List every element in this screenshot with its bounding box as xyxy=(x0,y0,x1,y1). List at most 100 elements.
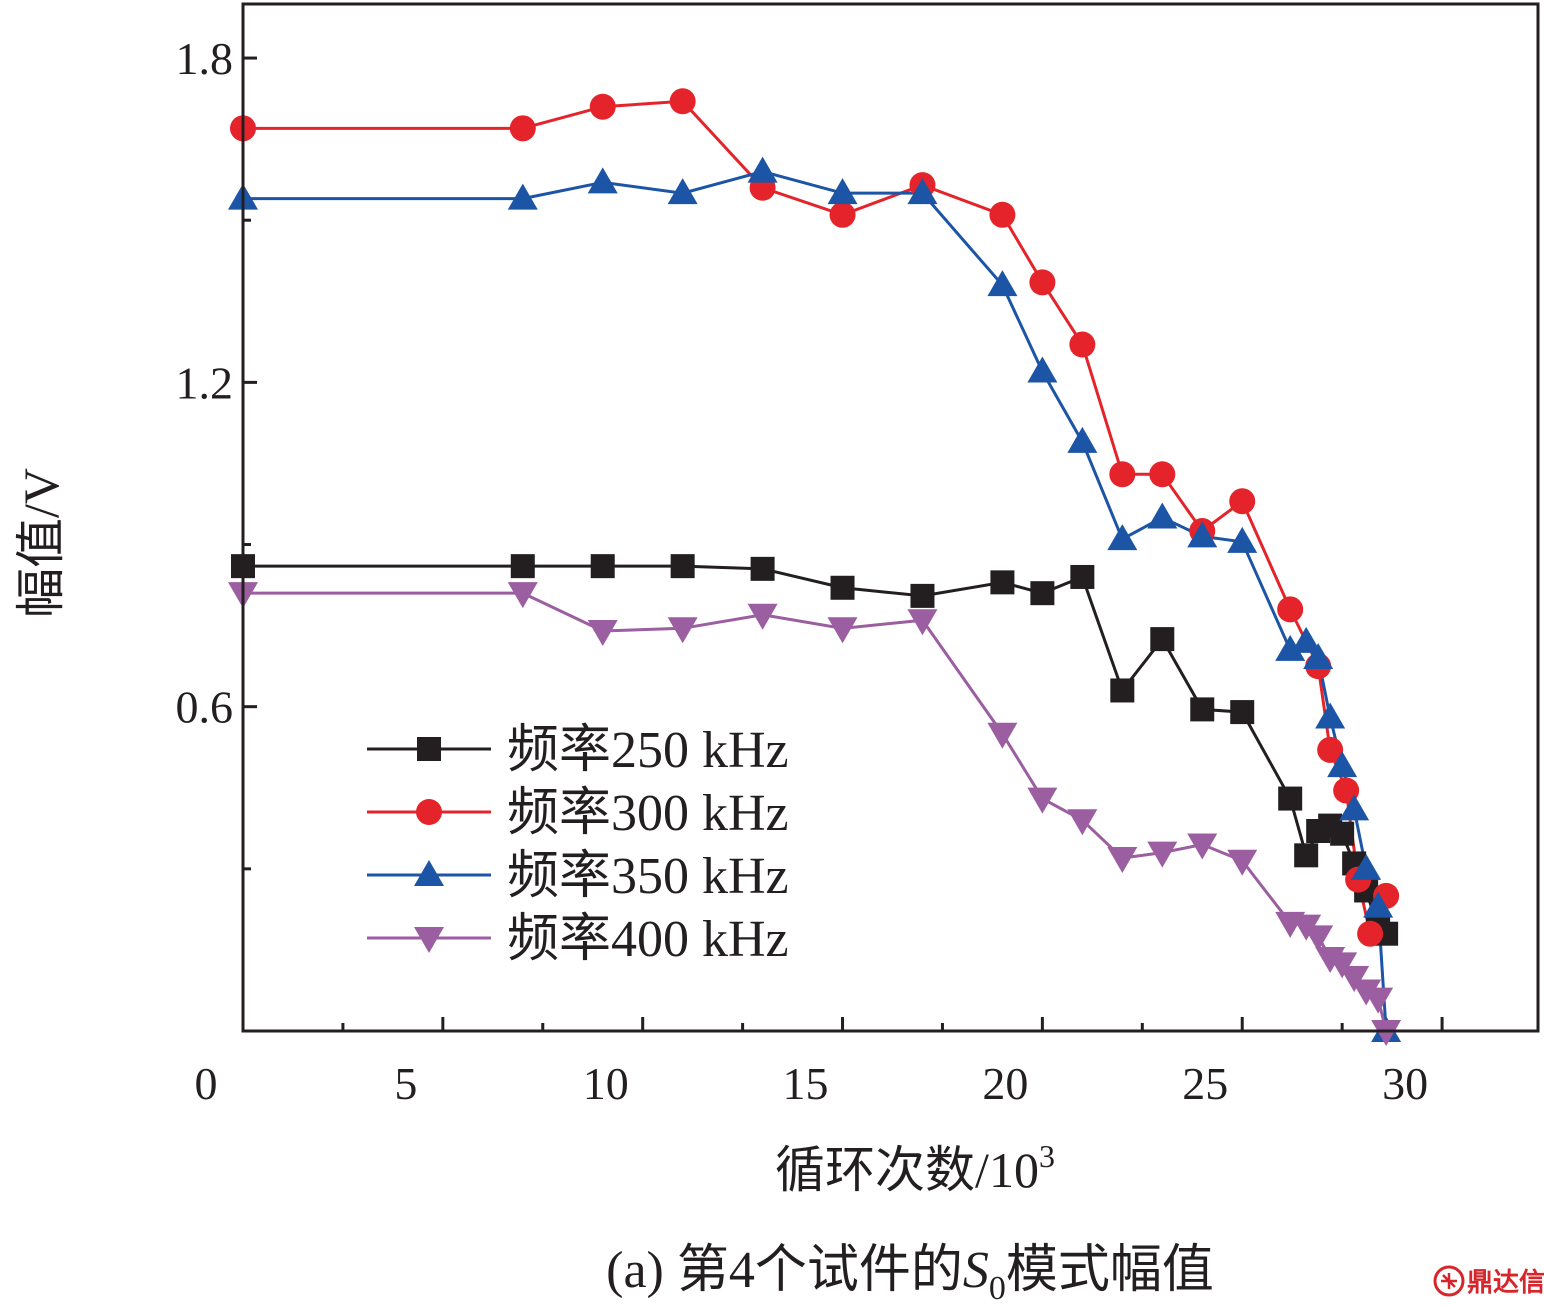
data-point-1 xyxy=(1230,700,1255,725)
data-point-3 xyxy=(1147,502,1178,529)
data-point-1 xyxy=(510,554,535,579)
series-lines xyxy=(243,99,1388,1032)
data-point-2 xyxy=(1149,461,1176,488)
data-point-4 xyxy=(1303,925,1334,952)
data-point-1 xyxy=(1150,627,1175,652)
data-point-1 xyxy=(670,554,695,579)
data-point-3 xyxy=(1303,643,1334,670)
x-tick-label: 0 xyxy=(195,1058,218,1109)
data-point-3 xyxy=(1227,526,1258,553)
legend-marker xyxy=(417,737,441,761)
x-tick-label: 10 xyxy=(583,1058,629,1109)
legend: 频率250 kHz 频率300 kHz 频率350 kHz 频率400 kHz xyxy=(367,722,789,968)
y-tick-labels: 0.6 1.2 1.8 xyxy=(176,33,234,733)
data-point-3 xyxy=(1327,751,1358,778)
data-point-4 xyxy=(1327,952,1358,979)
data-point-4 xyxy=(1339,965,1370,992)
data-point-2 xyxy=(669,88,696,115)
data-point-1 xyxy=(830,575,855,600)
watermark: 鼎达信 xyxy=(1433,1265,1544,1298)
data-point-4 xyxy=(1227,849,1258,876)
legend-label: 频率300 kHz xyxy=(507,785,789,842)
x-axis-title: 循环次数/103 xyxy=(775,1138,1055,1198)
x-tick-label: 20 xyxy=(982,1058,1028,1109)
data-point-1 xyxy=(910,583,935,608)
data-point-4 xyxy=(747,603,778,630)
x-tick-label: 5 xyxy=(394,1058,417,1109)
data-point-3 xyxy=(747,156,778,183)
data-point-2 xyxy=(509,115,536,142)
data-point-1 xyxy=(1030,581,1055,606)
data-point-4 xyxy=(1363,987,1394,1014)
data-point-2 xyxy=(589,93,616,120)
plot-frame xyxy=(241,2,1540,1033)
x-tick-label: 30 xyxy=(1382,1058,1428,1109)
data-point-2 xyxy=(1109,461,1136,488)
data-point-4 xyxy=(1107,847,1138,874)
data-point-4 xyxy=(507,582,538,609)
data-point-1 xyxy=(990,570,1015,595)
data-point-3 xyxy=(507,183,538,210)
data-point-2 xyxy=(989,201,1016,228)
y-tick-label: 1.2 xyxy=(176,357,234,408)
data-point-1 xyxy=(1190,697,1215,722)
data-point-4 xyxy=(1371,1020,1402,1046)
data-point-4 xyxy=(1067,809,1098,836)
legend-marker xyxy=(414,860,444,886)
data-point-3 xyxy=(907,178,938,205)
legend-label: 频率400 kHz xyxy=(507,911,789,968)
data-point-2 xyxy=(1069,331,1096,358)
seal-icon xyxy=(1433,1265,1465,1297)
data-point-3 xyxy=(1027,356,1058,383)
data-point-2 xyxy=(829,201,856,228)
data-point-4 xyxy=(1147,841,1178,868)
data-point-4 xyxy=(827,617,858,644)
data-point-3 xyxy=(1107,524,1138,551)
y-tick-label: 0.6 xyxy=(176,682,234,733)
y-tick-label: 1.8 xyxy=(176,33,234,84)
data-point-4 xyxy=(1027,787,1058,814)
data-point-1 xyxy=(750,556,775,581)
series-line-2 xyxy=(243,99,1388,939)
x-tick-label: 15 xyxy=(783,1058,829,1109)
data-point-3 xyxy=(1291,626,1322,653)
x-tick-labels: 0 5 10 15 20 25 30 xyxy=(195,1058,1429,1109)
data-point-4 xyxy=(907,609,938,636)
data-point-2 xyxy=(1029,269,1056,296)
data-point-1 xyxy=(1070,564,1095,589)
data-point-2 xyxy=(1317,736,1344,763)
data-point-2 xyxy=(1333,777,1360,804)
data-point-3 xyxy=(587,167,618,194)
legend-marker xyxy=(414,927,444,953)
data-point-3 xyxy=(1339,794,1370,821)
legend-label: 频率250 kHz xyxy=(507,722,789,779)
y-axis-title: 幅值/V xyxy=(13,468,69,618)
data-point-2 xyxy=(1229,488,1256,515)
watermark-text: 鼎达信 xyxy=(1467,1268,1544,1298)
data-point-1 xyxy=(1110,678,1135,703)
series-line-3 xyxy=(243,170,1388,1032)
data-point-3 xyxy=(1067,426,1098,453)
data-point-4 xyxy=(587,620,618,647)
data-point-3 xyxy=(1351,853,1382,880)
figure-caption: (a) 第4个试件的S0模式幅值 xyxy=(606,1242,1214,1307)
data-point-1 xyxy=(1278,786,1303,811)
data-point-3 xyxy=(1363,891,1394,918)
data-point-1 xyxy=(590,554,615,579)
legend-marker xyxy=(416,799,442,825)
legend-label: 频率350 kHz xyxy=(507,848,789,905)
data-point-1 xyxy=(1330,821,1355,846)
x-tick-label: 25 xyxy=(1182,1058,1228,1109)
data-point-4 xyxy=(667,617,698,644)
data-point-3 xyxy=(827,178,858,205)
data-point-3 xyxy=(1315,702,1346,729)
data-point-2 xyxy=(1277,596,1304,623)
data-point-4 xyxy=(987,722,1018,749)
data-point-1 xyxy=(1294,843,1319,868)
data-point-4 xyxy=(1187,833,1218,860)
data-point-3 xyxy=(1187,521,1218,548)
data-point-3 xyxy=(987,270,1018,297)
data-point-2 xyxy=(1357,920,1384,947)
data-point-3 xyxy=(667,178,698,205)
